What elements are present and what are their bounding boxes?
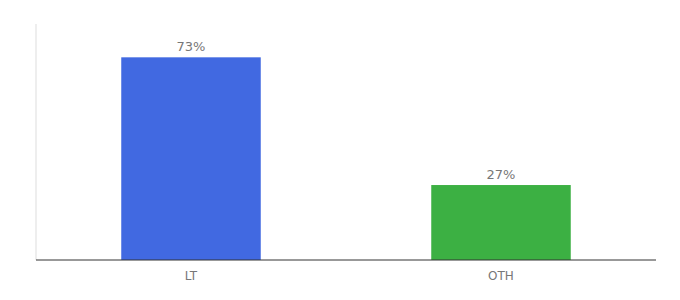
chart-svg: 73% 27% LT OTH: [0, 0, 680, 300]
y-axis-line: [36, 24, 37, 260]
data-label: 27%: [487, 167, 516, 182]
x-tick-label: OTH: [488, 269, 514, 283]
chart-container: 73% 27% LT OTH: [0, 0, 680, 300]
x-tick-label: LT: [185, 269, 198, 283]
x-axis-line: [36, 260, 656, 261]
data-label: 73%: [177, 39, 206, 54]
page: {"chart_data": {"type": "bar", "categori…: [0, 0, 680, 300]
bar: [121, 57, 261, 260]
bars: [121, 57, 571, 260]
bar: [431, 185, 571, 260]
